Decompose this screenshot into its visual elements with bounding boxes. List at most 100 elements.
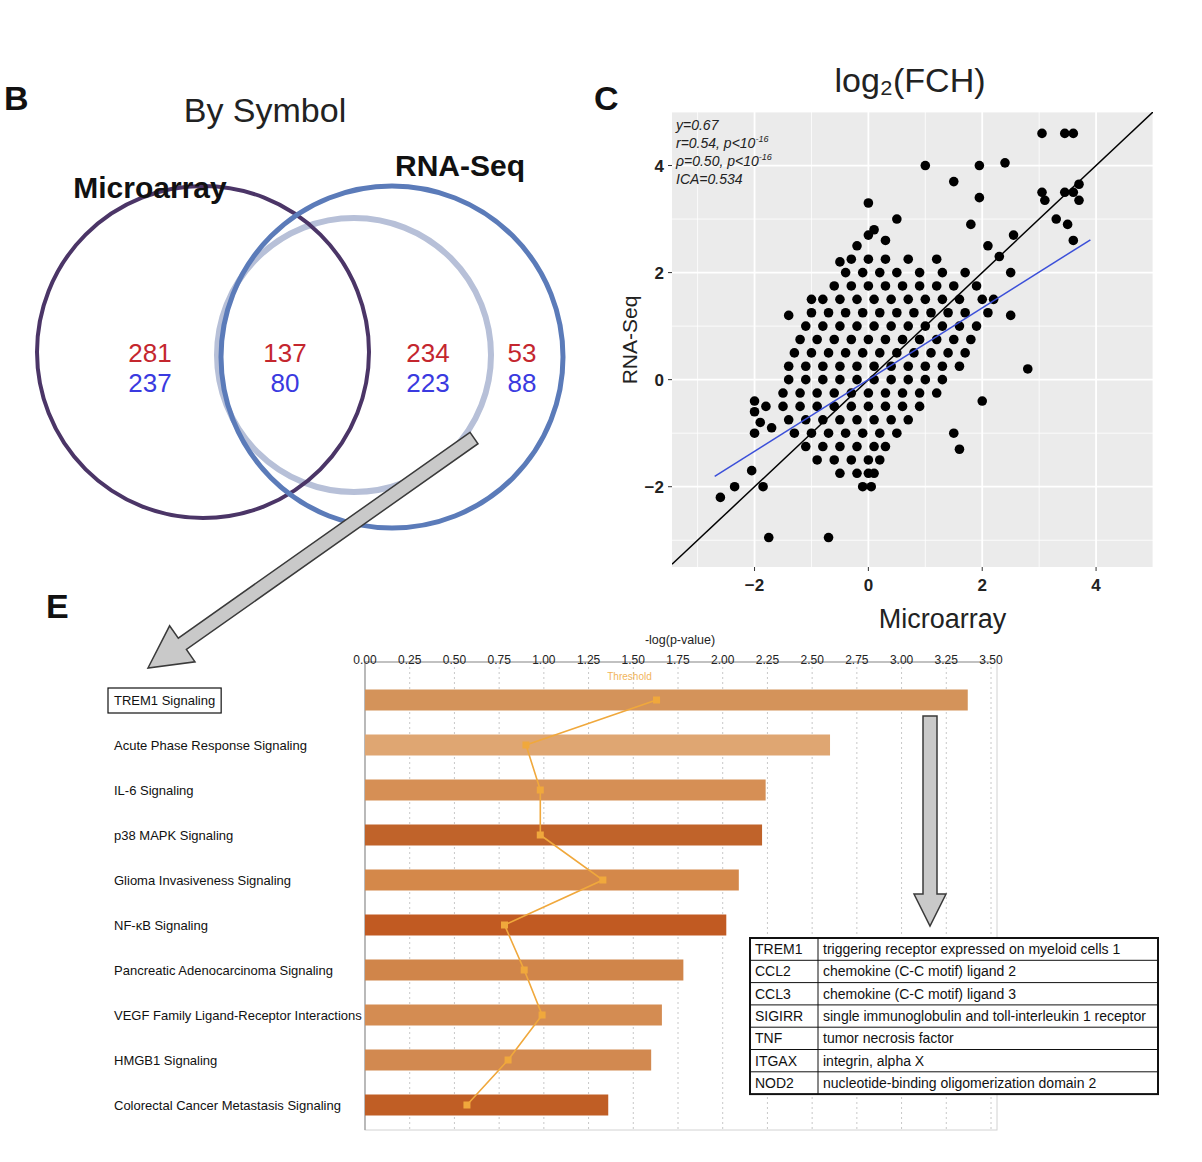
point: [747, 466, 757, 476]
point: [1069, 236, 1079, 246]
point: [943, 348, 953, 358]
point: [921, 361, 931, 371]
ratio-marker: [463, 1102, 470, 1109]
set-label: Microarray: [73, 171, 227, 204]
point: [1000, 158, 1010, 168]
point: [983, 308, 993, 318]
tick-label: 0.00: [353, 653, 377, 667]
point: [886, 375, 896, 385]
category-label: Glioma Invasiveness Signaling: [114, 873, 291, 888]
tick-mark: [982, 567, 983, 571]
table-cell: ITGAX: [755, 1053, 798, 1069]
point: [983, 241, 993, 251]
point: [858, 482, 868, 492]
minor-grid: [1153, 112, 1154, 567]
point: [864, 402, 874, 412]
ratio-marker: [537, 832, 544, 839]
grid-line: [981, 112, 983, 567]
point: [761, 402, 771, 412]
tick-label: 0: [864, 576, 873, 595]
point: [932, 281, 942, 291]
bar: [365, 735, 830, 756]
annotation: r=0.54, p<10-16: [676, 134, 768, 151]
point: [847, 335, 857, 345]
axis-title: Microarray: [879, 604, 1007, 634]
tick-label: 4: [1091, 576, 1101, 595]
point: [892, 308, 902, 318]
grid-line: [678, 662, 679, 1130]
point: [801, 321, 811, 331]
point: [841, 268, 851, 278]
point: [881, 281, 891, 291]
venn-title: By Symbol: [184, 91, 347, 129]
tick-label: 2.75: [845, 653, 869, 667]
point: [824, 308, 834, 318]
region-count: 237: [128, 368, 171, 398]
set-circle: [37, 186, 369, 518]
grid-line: [722, 662, 723, 1130]
point: [807, 295, 817, 305]
point: [824, 428, 834, 438]
point: [795, 335, 805, 345]
point: [881, 236, 891, 246]
plot-frame: [365, 662, 997, 1130]
point: [790, 428, 800, 438]
table-cell: chemokine (C-C motif) ligand 2: [823, 963, 1016, 979]
point: [938, 321, 948, 331]
grid-line: [1095, 112, 1097, 567]
point: [1051, 214, 1061, 224]
grid-line: [672, 486, 1153, 488]
minor-grid: [811, 112, 812, 567]
point: [858, 268, 868, 278]
point: [921, 375, 931, 385]
point: [869, 321, 879, 331]
point: [750, 428, 760, 438]
region-count: 53: [508, 338, 537, 368]
point: [795, 402, 805, 412]
point: [881, 335, 891, 345]
category-label: Acute Phase Response Signaling: [114, 738, 307, 753]
point: [909, 308, 919, 318]
point: [818, 321, 828, 331]
point: [875, 308, 885, 318]
point: [892, 268, 902, 278]
point: [824, 533, 834, 543]
region-count: 223: [406, 368, 449, 398]
table-divider: [750, 1027, 1158, 1028]
minor-grid: [672, 219, 1153, 220]
point: [949, 335, 959, 345]
point: [875, 455, 885, 465]
point: [938, 375, 948, 385]
point: [1063, 220, 1073, 230]
table-cell: TNF: [755, 1030, 782, 1046]
axis-title: RNA-Seq: [618, 296, 641, 385]
point: [716, 493, 726, 503]
point: [829, 335, 839, 345]
tick-label: 3.00: [890, 653, 914, 667]
point: [858, 348, 868, 358]
point: [881, 442, 891, 452]
table-cell: nucleotide-binding oligomerization domai…: [823, 1075, 1096, 1091]
point: [835, 415, 845, 425]
point: [841, 428, 851, 438]
tick-label: 1.00: [532, 653, 556, 667]
point: [869, 469, 879, 479]
table-divider: [750, 1071, 1158, 1072]
point: [1069, 187, 1079, 197]
point: [921, 161, 931, 171]
region-count: 88: [508, 368, 537, 398]
point: [932, 254, 942, 264]
region-count: 80: [271, 368, 300, 398]
table-divider: [818, 938, 819, 1094]
point: [966, 335, 976, 345]
point: [1037, 129, 1047, 139]
point: [972, 321, 982, 331]
arrow: [148, 432, 478, 668]
point: [898, 335, 908, 345]
tick-label: 2.00: [711, 653, 735, 667]
minor-grid: [672, 433, 1153, 434]
tick-label: −2: [645, 478, 664, 497]
point: [975, 193, 985, 203]
point: [949, 281, 959, 291]
minor-grid: [1039, 112, 1040, 567]
